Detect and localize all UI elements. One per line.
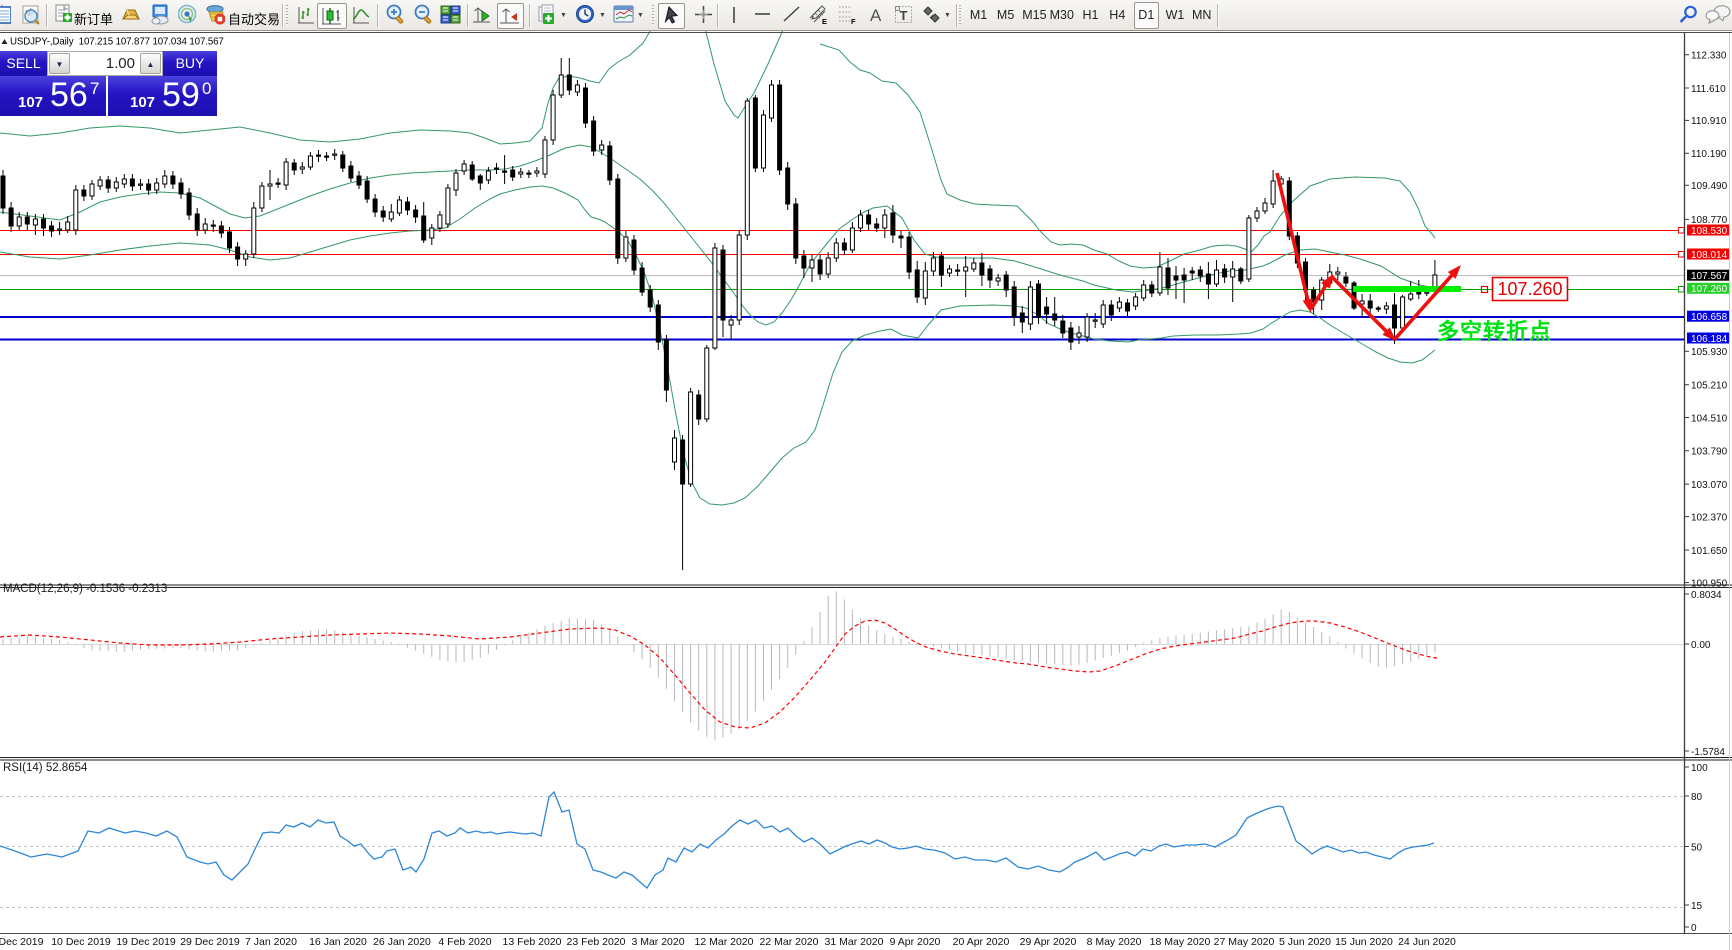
svg-text:110.910: 110.910 bbox=[1691, 116, 1727, 127]
svg-text:USDJPY-,Daily 107.215 107.877: USDJPY-,Daily 107.215 107.877 107.034 10… bbox=[10, 37, 224, 48]
svg-text:112.330: 112.330 bbox=[1691, 51, 1727, 62]
svg-text:27 May 2020: 27 May 2020 bbox=[1214, 936, 1275, 948]
svg-text:24 Jun 2020: 24 Jun 2020 bbox=[1398, 936, 1456, 948]
svg-text:19 Dec 2019: 19 Dec 2019 bbox=[116, 936, 176, 948]
svg-text:RSI(14) 52.8654: RSI(14) 52.8654 bbox=[3, 762, 88, 774]
svg-text:8 May 2020: 8 May 2020 bbox=[1087, 936, 1142, 948]
svg-text:100: 100 bbox=[1691, 763, 1708, 774]
svg-text:5 Jun 2020: 5 Jun 2020 bbox=[1279, 936, 1331, 948]
svg-text:101.650: 101.650 bbox=[1691, 546, 1728, 557]
svg-text:20 Apr 2020: 20 Apr 2020 bbox=[953, 936, 1010, 948]
svg-text:80: 80 bbox=[1691, 792, 1703, 803]
svg-text:107.260: 107.260 bbox=[1497, 279, 1562, 299]
svg-text:Dec 2019: Dec 2019 bbox=[0, 936, 44, 948]
svg-text:109.490: 109.490 bbox=[1691, 181, 1728, 192]
svg-text:103.790: 103.790 bbox=[1691, 447, 1728, 458]
svg-text:29 Dec 2019: 29 Dec 2019 bbox=[180, 936, 240, 948]
svg-text:15 Jun 2020: 15 Jun 2020 bbox=[1335, 936, 1393, 948]
svg-text:9 Apr 2020: 9 Apr 2020 bbox=[890, 936, 941, 948]
svg-text:F: F bbox=[851, 17, 856, 26]
svg-text:108.530: 108.530 bbox=[1691, 226, 1728, 237]
svg-text:0.00: 0.00 bbox=[1691, 640, 1711, 651]
svg-text:105.930: 105.930 bbox=[1691, 347, 1728, 358]
svg-text:103.070: 103.070 bbox=[1691, 480, 1728, 491]
svg-text:0.8034: 0.8034 bbox=[1691, 590, 1722, 601]
svg-text:0: 0 bbox=[1691, 923, 1697, 934]
svg-text:107.260: 107.260 bbox=[1691, 284, 1728, 295]
svg-text:22 Mar 2020: 22 Mar 2020 bbox=[760, 936, 819, 948]
svg-text:106.658: 106.658 bbox=[1691, 312, 1728, 323]
svg-text:多空转折点: 多空转折点 bbox=[1437, 319, 1552, 344]
svg-text:10 Dec 2019: 10 Dec 2019 bbox=[51, 936, 111, 948]
svg-text:29 Apr 2020: 29 Apr 2020 bbox=[1020, 936, 1077, 948]
svg-text:107.567: 107.567 bbox=[1691, 271, 1728, 282]
svg-text:31 Mar 2020: 31 Mar 2020 bbox=[825, 936, 884, 948]
svg-text:18 May 2020: 18 May 2020 bbox=[1150, 936, 1211, 948]
svg-text:4 Feb 2020: 4 Feb 2020 bbox=[438, 936, 491, 948]
svg-text:26 Jan 2020: 26 Jan 2020 bbox=[373, 936, 431, 948]
svg-text:T: T bbox=[900, 8, 908, 23]
svg-text:111.610: 111.610 bbox=[1691, 84, 1726, 95]
svg-text:A: A bbox=[870, 6, 882, 25]
svg-text:7 Jan 2020: 7 Jan 2020 bbox=[245, 936, 297, 948]
svg-text:110.190: 110.190 bbox=[1691, 149, 1727, 160]
svg-text:102.370: 102.370 bbox=[1691, 512, 1728, 523]
svg-text:3 Mar 2020: 3 Mar 2020 bbox=[631, 936, 684, 948]
svg-text:16 Jan 2020: 16 Jan 2020 bbox=[309, 936, 367, 948]
svg-text:104.510: 104.510 bbox=[1691, 413, 1728, 424]
svg-text:105.210: 105.210 bbox=[1691, 381, 1728, 392]
svg-text:100.950: 100.950 bbox=[1691, 578, 1728, 589]
svg-text:108.014: 108.014 bbox=[1691, 250, 1728, 261]
svg-text:E: E bbox=[822, 17, 827, 26]
svg-text:MACD(12,26,9) -0.1536 -0.2313: MACD(12,26,9) -0.1536 -0.2313 bbox=[3, 583, 167, 595]
svg-text:50: 50 bbox=[1691, 842, 1703, 853]
svg-text:-1.5784: -1.5784 bbox=[1691, 747, 1725, 758]
svg-text:13 Feb 2020: 13 Feb 2020 bbox=[503, 936, 562, 948]
svg-text:106.184: 106.184 bbox=[1691, 334, 1728, 345]
svg-text:12 Mar 2020: 12 Mar 2020 bbox=[695, 936, 754, 948]
svg-text:108.770: 108.770 bbox=[1691, 215, 1728, 226]
svg-text:15: 15 bbox=[1691, 901, 1703, 912]
svg-text:23 Feb 2020: 23 Feb 2020 bbox=[567, 936, 626, 948]
